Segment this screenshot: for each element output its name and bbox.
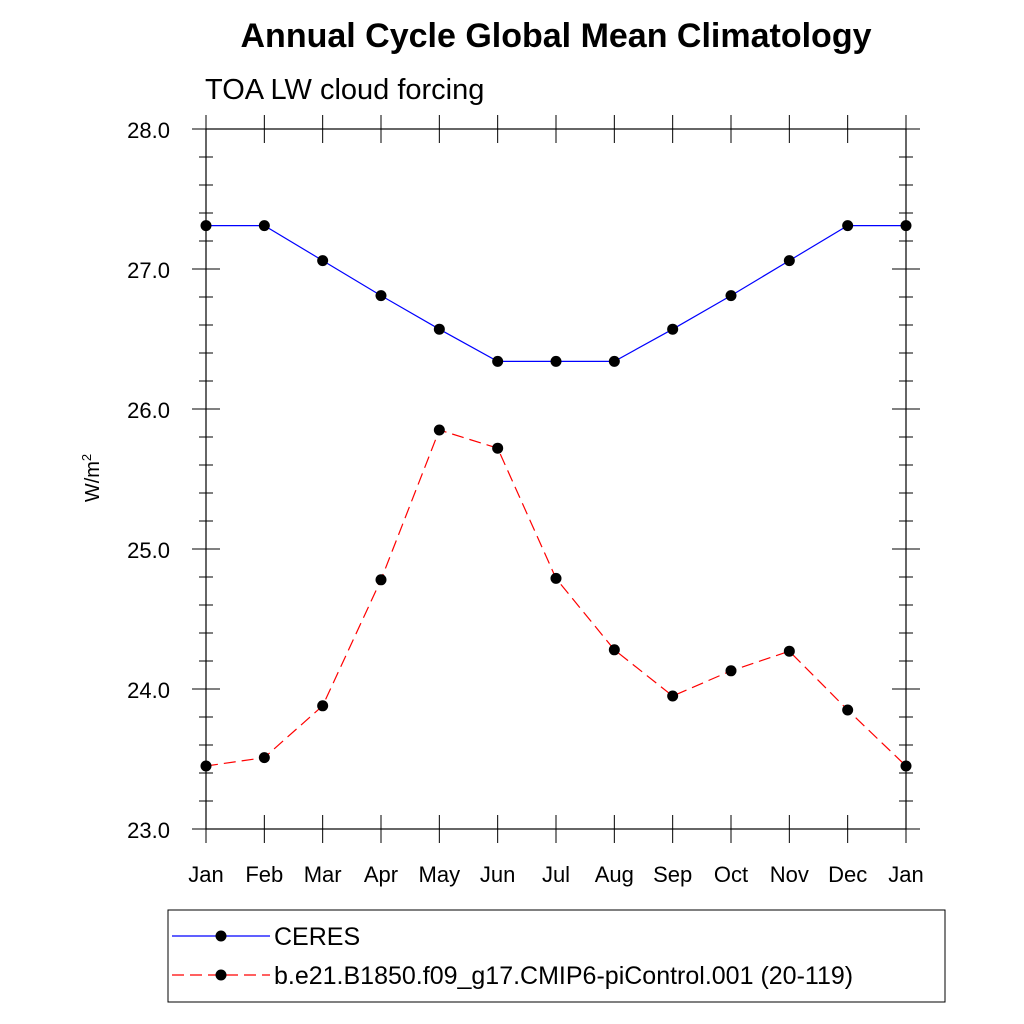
data-point bbox=[783, 255, 795, 267]
data-point bbox=[550, 572, 562, 584]
plot-frame bbox=[205, 128, 907, 830]
legend-items: CERES b.e21.B1850.f09_g17.CMIP6-piControl… bbox=[172, 923, 853, 990]
data-point bbox=[492, 442, 504, 454]
data-point bbox=[783, 645, 795, 657]
data-point bbox=[900, 760, 912, 772]
x-tick-label: Oct bbox=[714, 862, 748, 887]
legend-marker bbox=[215, 930, 227, 942]
x-tick-label: Jun bbox=[480, 862, 515, 887]
data-point bbox=[608, 644, 620, 656]
axis-tick-labels: Jan Feb Mar Apr May Jun Jul Aug Sep Oct Nov Dec Jan 2… bbox=[127, 118, 924, 887]
data-point bbox=[200, 760, 212, 772]
x-tick-label: Jan bbox=[188, 862, 223, 887]
data-point bbox=[725, 665, 737, 677]
legend-marker bbox=[215, 969, 227, 981]
data-point bbox=[900, 220, 912, 232]
x-tick-label: Feb bbox=[245, 862, 283, 887]
data-point bbox=[258, 220, 270, 232]
legend-label: b.e21.B1850.f09_g17.CMIP6-piControl.001 … bbox=[274, 962, 853, 990]
data-point bbox=[842, 220, 854, 232]
series-layer bbox=[200, 220, 912, 772]
series-line bbox=[205, 429, 907, 767]
data-point bbox=[550, 355, 562, 367]
data-point bbox=[200, 220, 212, 232]
chart-title: Annual Cycle Global Mean Climatology bbox=[241, 17, 872, 55]
x-tick-label: Sep bbox=[653, 862, 692, 887]
y-tick-label: 27.0 bbox=[127, 258, 170, 283]
y-tick-label: 26.0 bbox=[127, 398, 170, 423]
legend bbox=[167, 909, 946, 1003]
x-tick-label: Aug bbox=[595, 862, 634, 887]
x-tick-label: Mar bbox=[304, 862, 342, 887]
x-tick-label: Apr bbox=[364, 862, 398, 887]
chart-subtitle: TOA LW cloud forcing bbox=[205, 74, 484, 106]
y-tick-label: 24.0 bbox=[127, 678, 170, 703]
svg-text:W/m2: W/m2 bbox=[79, 454, 104, 502]
series-line bbox=[206, 225, 906, 362]
x-tick-label: May bbox=[419, 862, 461, 887]
y-axis-label-exponent: 2 bbox=[79, 454, 94, 461]
y-tick-label: 25.0 bbox=[127, 538, 170, 563]
data-point bbox=[317, 700, 329, 712]
data-point bbox=[317, 255, 329, 267]
data-point bbox=[258, 752, 270, 764]
x-tick-label: Dec bbox=[828, 862, 867, 887]
y-axis-label-unit: W/m bbox=[82, 461, 104, 502]
series-2 bbox=[200, 424, 912, 772]
data-point bbox=[492, 355, 504, 367]
data-point bbox=[667, 690, 679, 702]
x-tick-label: Jan bbox=[888, 862, 923, 887]
data-point bbox=[375, 290, 387, 302]
data-point bbox=[667, 323, 679, 335]
data-point bbox=[608, 355, 620, 367]
data-point bbox=[375, 574, 387, 586]
data-point bbox=[725, 290, 737, 302]
legend-label: CERES bbox=[274, 923, 360, 951]
y-tick-label: 23.0 bbox=[127, 818, 170, 843]
axis-ticks bbox=[192, 115, 920, 843]
data-point bbox=[842, 704, 854, 716]
data-point bbox=[433, 323, 445, 335]
x-tick-label: Jul bbox=[542, 862, 570, 887]
data-point bbox=[433, 424, 445, 436]
x-tick-label: Nov bbox=[770, 862, 809, 887]
y-tick-label: 28.0 bbox=[127, 118, 170, 143]
series-1 bbox=[200, 220, 912, 367]
y-axis-label: W/m2 bbox=[79, 454, 104, 502]
